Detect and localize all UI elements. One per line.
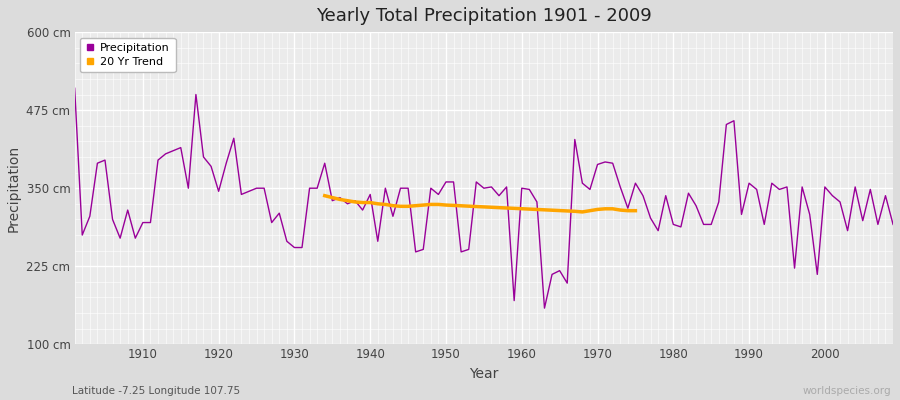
Legend: Precipitation, 20 Yr Trend: Precipitation, 20 Yr Trend bbox=[80, 38, 176, 72]
Text: Latitude -7.25 Longitude 107.75: Latitude -7.25 Longitude 107.75 bbox=[72, 386, 240, 396]
Title: Yearly Total Precipitation 1901 - 2009: Yearly Total Precipitation 1901 - 2009 bbox=[316, 7, 652, 25]
Text: worldspecies.org: worldspecies.org bbox=[803, 386, 891, 396]
X-axis label: Year: Year bbox=[469, 367, 499, 381]
Y-axis label: Precipitation: Precipitation bbox=[7, 145, 21, 232]
